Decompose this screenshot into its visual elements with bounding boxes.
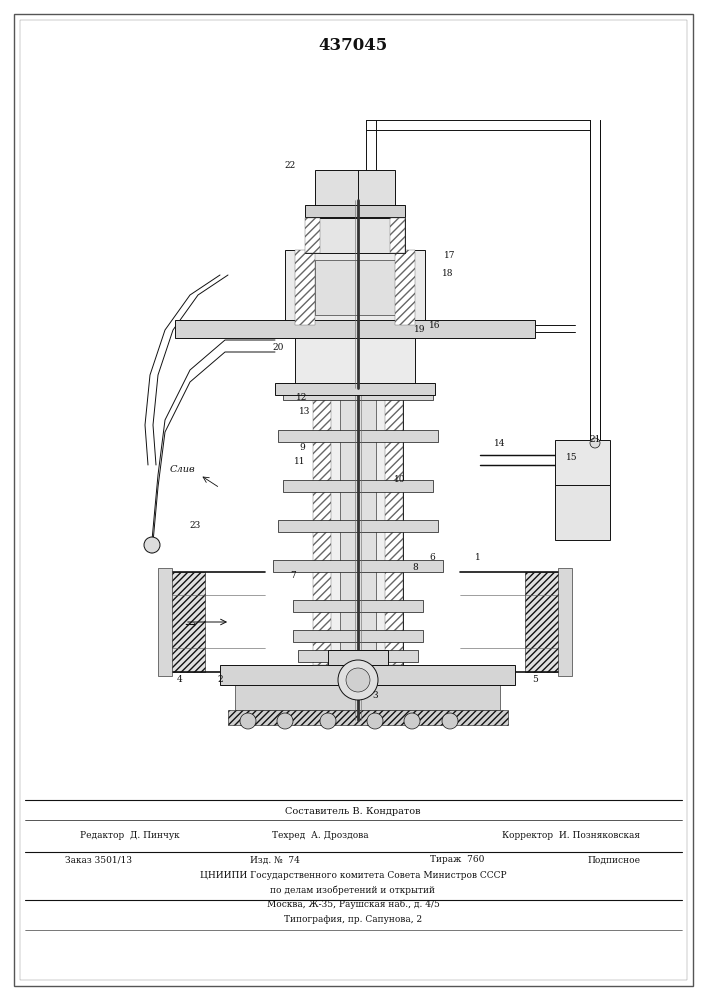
Bar bbox=[273, 560, 443, 572]
Text: 12: 12 bbox=[296, 393, 308, 402]
Circle shape bbox=[346, 668, 370, 692]
Text: Москва, Ж-35, Раушская наб., д. 4/5: Москва, Ж-35, Раушская наб., д. 4/5 bbox=[267, 899, 440, 909]
Text: 7: 7 bbox=[290, 570, 296, 580]
Text: Техред  А. Дроздова: Техред А. Дроздова bbox=[271, 830, 368, 840]
Bar bbox=[385, 388, 403, 665]
Text: по делам изобретений и открытий: по делам изобретений и открытий bbox=[271, 885, 436, 895]
Bar bbox=[328, 650, 388, 665]
Bar bbox=[305, 205, 405, 217]
Bar bbox=[293, 600, 423, 612]
Bar bbox=[293, 630, 423, 642]
Bar bbox=[315, 260, 395, 315]
Circle shape bbox=[367, 713, 383, 729]
Text: 19: 19 bbox=[414, 326, 426, 334]
Bar bbox=[235, 685, 500, 710]
Text: 11: 11 bbox=[294, 458, 305, 466]
Bar bbox=[390, 218, 405, 253]
Bar bbox=[220, 665, 515, 685]
Circle shape bbox=[240, 713, 256, 729]
Circle shape bbox=[144, 537, 160, 553]
Bar bbox=[305, 218, 405, 253]
Bar bbox=[278, 520, 438, 532]
Text: 10: 10 bbox=[395, 476, 406, 485]
Bar bbox=[315, 170, 395, 210]
Text: 21: 21 bbox=[590, 436, 601, 444]
Circle shape bbox=[590, 438, 600, 448]
Text: Редактор  Д. Пинчук: Редактор Д. Пинчук bbox=[80, 830, 180, 840]
Text: 16: 16 bbox=[429, 320, 440, 330]
Bar bbox=[275, 383, 435, 395]
Text: 17: 17 bbox=[444, 250, 456, 259]
Text: Типография, пр. Сапунова, 2: Типография, пр. Сапунова, 2 bbox=[284, 916, 422, 924]
Text: 9: 9 bbox=[299, 444, 305, 452]
Circle shape bbox=[277, 713, 293, 729]
Bar bbox=[555, 440, 610, 485]
Bar bbox=[295, 338, 415, 390]
Bar bbox=[175, 320, 535, 338]
Circle shape bbox=[442, 713, 458, 729]
Text: 23: 23 bbox=[189, 520, 201, 530]
Circle shape bbox=[404, 713, 420, 729]
Text: 14: 14 bbox=[494, 438, 506, 448]
Bar bbox=[395, 250, 415, 325]
Text: 15: 15 bbox=[566, 454, 578, 462]
Bar bbox=[313, 388, 403, 665]
Bar bbox=[295, 250, 315, 325]
Text: 3: 3 bbox=[372, 690, 378, 700]
Text: →: → bbox=[185, 618, 196, 632]
Text: ЦНИИПИ Государственного комитета Совета Министров СССР: ЦНИИПИ Государственного комитета Совета … bbox=[199, 871, 506, 880]
Text: 13: 13 bbox=[299, 408, 310, 416]
Bar bbox=[555, 485, 610, 540]
Text: Подписное: Подписное bbox=[587, 856, 640, 864]
Text: 2: 2 bbox=[217, 676, 223, 684]
Bar bbox=[228, 710, 508, 725]
Circle shape bbox=[338, 660, 378, 700]
Text: 437045: 437045 bbox=[318, 36, 387, 53]
Text: 4: 4 bbox=[177, 676, 183, 684]
Text: 20: 20 bbox=[272, 344, 284, 353]
Text: Составитель В. Кондратов: Составитель В. Кондратов bbox=[285, 808, 421, 816]
Text: Изд. №  74: Изд. № 74 bbox=[250, 856, 300, 864]
Text: 5: 5 bbox=[532, 676, 538, 684]
Text: 1: 1 bbox=[475, 554, 481, 562]
Text: 22: 22 bbox=[284, 160, 296, 169]
Text: Корректор  И. Позняковская: Корректор И. Позняковская bbox=[502, 830, 640, 840]
Bar bbox=[313, 388, 331, 665]
Text: 8: 8 bbox=[412, 564, 418, 572]
Bar bbox=[340, 388, 376, 665]
Bar bbox=[158, 568, 172, 676]
Bar bbox=[305, 218, 320, 253]
Bar bbox=[298, 650, 418, 662]
Bar bbox=[278, 430, 438, 442]
Bar bbox=[558, 568, 572, 676]
Bar bbox=[283, 480, 433, 492]
Circle shape bbox=[320, 713, 336, 729]
Bar bbox=[285, 250, 425, 325]
Text: 6: 6 bbox=[429, 554, 435, 562]
Bar bbox=[165, 572, 205, 672]
Text: Заказ 3501/13: Заказ 3501/13 bbox=[65, 856, 132, 864]
Bar bbox=[283, 388, 433, 400]
Text: 18: 18 bbox=[443, 268, 454, 277]
Text: Тираж  760: Тираж 760 bbox=[430, 856, 484, 864]
Text: Слив: Слив bbox=[170, 466, 195, 475]
Bar bbox=[525, 572, 565, 672]
